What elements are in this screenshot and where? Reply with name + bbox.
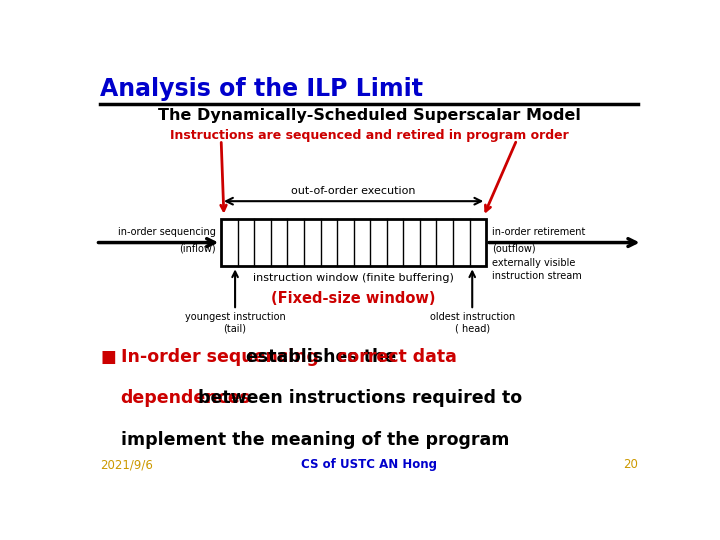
Text: (outflow): (outflow) bbox=[492, 244, 536, 254]
Bar bbox=[221, 219, 486, 266]
Text: ■: ■ bbox=[100, 348, 116, 366]
Text: youngest instruction: youngest instruction bbox=[185, 312, 285, 322]
Text: correct data: correct data bbox=[337, 348, 457, 366]
Text: CS of USTC AN Hong: CS of USTC AN Hong bbox=[301, 458, 437, 471]
Text: implement the meaning of the program: implement the meaning of the program bbox=[121, 431, 509, 449]
Text: (tail): (tail) bbox=[224, 323, 246, 333]
Text: The Dynamically-Scheduled Superscalar Model: The Dynamically-Scheduled Superscalar Mo… bbox=[158, 109, 580, 124]
Text: in-order sequencing: in-order sequencing bbox=[117, 227, 215, 237]
Text: 2021/9/6: 2021/9/6 bbox=[100, 458, 153, 471]
Text: In-order sequencing: In-order sequencing bbox=[121, 348, 318, 366]
Text: (Fixed-size window): (Fixed-size window) bbox=[271, 291, 436, 306]
Text: out-of-order execution: out-of-order execution bbox=[292, 186, 416, 196]
Text: between instructions required to: between instructions required to bbox=[192, 389, 522, 407]
Text: instruction window (finite buffering): instruction window (finite buffering) bbox=[253, 273, 454, 283]
Text: in-order retirement: in-order retirement bbox=[492, 227, 585, 237]
Text: Analysis of the ILP Limit: Analysis of the ILP Limit bbox=[100, 77, 423, 102]
Text: Instructions are sequenced and retired in program order: Instructions are sequenced and retired i… bbox=[170, 129, 568, 142]
Text: ( head): ( head) bbox=[454, 323, 490, 333]
Text: oldest instruction: oldest instruction bbox=[430, 312, 515, 322]
Text: instruction stream: instruction stream bbox=[492, 271, 582, 281]
Text: dependences: dependences bbox=[121, 389, 251, 407]
Text: establishes the: establishes the bbox=[240, 348, 402, 366]
Text: externally visible: externally visible bbox=[492, 258, 575, 268]
Text: (inflow): (inflow) bbox=[179, 244, 215, 254]
Text: 20: 20 bbox=[623, 458, 638, 471]
